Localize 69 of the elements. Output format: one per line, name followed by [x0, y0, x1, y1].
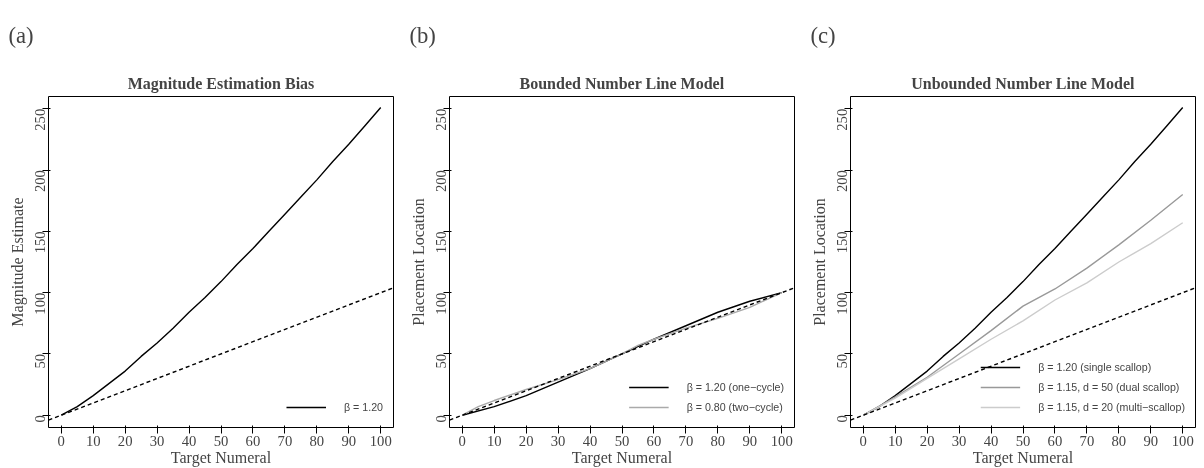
x-tick-label: 90 [742, 432, 758, 449]
legend-label: β = 1.20 (single scallop) [1038, 361, 1152, 373]
x-tick-label: 40 [181, 432, 197, 449]
y-tick-label: 100 [834, 292, 851, 315]
y-tick-label: 200 [834, 170, 851, 193]
chart-title: Unbounded Number Line Model [911, 74, 1136, 92]
x-tick-label: 20 [117, 432, 133, 449]
x-tick-label: 90 [341, 432, 357, 449]
chart-title: Magnitude Estimation Bias [127, 74, 315, 93]
x-tick-label: 30 [149, 432, 165, 449]
y-tick-label: 200 [32, 170, 49, 193]
x-tick-label: 100 [1171, 432, 1194, 449]
x-tick-label: 50 [614, 432, 630, 449]
y-tick-label: 0 [433, 415, 450, 423]
x-tick-label: 20 [518, 432, 534, 449]
y-tick-label: 250 [834, 108, 851, 131]
x-tick-label: 30 [550, 432, 566, 449]
text: (c) [810, 22, 836, 48]
x-tick-label: 10 [85, 432, 101, 449]
x-tick-label: 50 [213, 432, 229, 449]
y-tick-label: 250 [433, 108, 450, 131]
y-tick-label: 100 [32, 292, 49, 315]
x-tick-label: 0 [859, 432, 867, 449]
x-axis-title: Target Numeral [972, 448, 1074, 467]
y-tick-label: 0 [32, 415, 49, 423]
x-tick-label: 80 [1111, 432, 1127, 449]
x-tick-label: 90 [1143, 432, 1159, 449]
y-tick-label: 50 [834, 353, 851, 369]
x-tick-label: 80 [710, 432, 726, 449]
legend-label: β = 1.15, d = 20 (multi−scallop) [1038, 401, 1185, 413]
x-tick-label: 80 [309, 432, 325, 449]
x-tick-label: 70 [277, 432, 293, 449]
legend-label: β = 1.20 (one−cycle) [686, 381, 784, 393]
y-tick-label: 150 [834, 231, 851, 254]
x-tick-label: 100 [770, 432, 793, 449]
x-tick-label: 0 [458, 432, 466, 449]
text: (a) [8, 22, 34, 48]
chart-title: Bounded Number Line Model [519, 74, 725, 92]
y-axis-title: Magnitude Estimate [8, 197, 27, 327]
x-axis-title: Target Numeral [571, 448, 673, 467]
x-tick-label: 40 [983, 432, 999, 449]
x-tick-label: 0 [57, 432, 65, 449]
y-axis-title: Placement Location [810, 198, 828, 326]
y-tick-label: 50 [32, 353, 49, 369]
x-tick-label: 60 [646, 432, 662, 449]
x-tick-label: 60 [245, 432, 261, 449]
x-tick-label: 20 [919, 432, 935, 449]
legend-label: β = 0.80 (two−cycle) [686, 401, 783, 413]
x-tick-label: 100 [369, 432, 392, 449]
y-tick-label: 50 [433, 353, 450, 369]
x-axis-title: Target Numeral [170, 448, 272, 467]
y-tick-label: 150 [433, 231, 450, 254]
y-axis-title: Placement Location [409, 198, 427, 326]
x-tick-label: 40 [582, 432, 598, 449]
y-tick-label: 200 [433, 170, 450, 193]
x-tick-label: 10 [486, 432, 502, 449]
x-tick-label: 10 [887, 432, 903, 449]
y-tick-label: 100 [433, 292, 450, 315]
x-tick-label: 50 [1015, 432, 1031, 449]
legend-label: β = 1.20 [343, 401, 383, 413]
y-tick-label: 250 [32, 108, 49, 131]
x-tick-label: 60 [1047, 432, 1063, 449]
text: (b) [409, 22, 436, 48]
x-tick-label: 70 [1079, 432, 1095, 449]
x-tick-label: 70 [678, 432, 694, 449]
y-tick-label: 150 [32, 231, 49, 254]
x-tick-label: 30 [951, 432, 967, 449]
legend-label: β = 1.15, d = 50 (dual scallop) [1038, 381, 1180, 393]
y-tick-label: 0 [834, 415, 851, 423]
